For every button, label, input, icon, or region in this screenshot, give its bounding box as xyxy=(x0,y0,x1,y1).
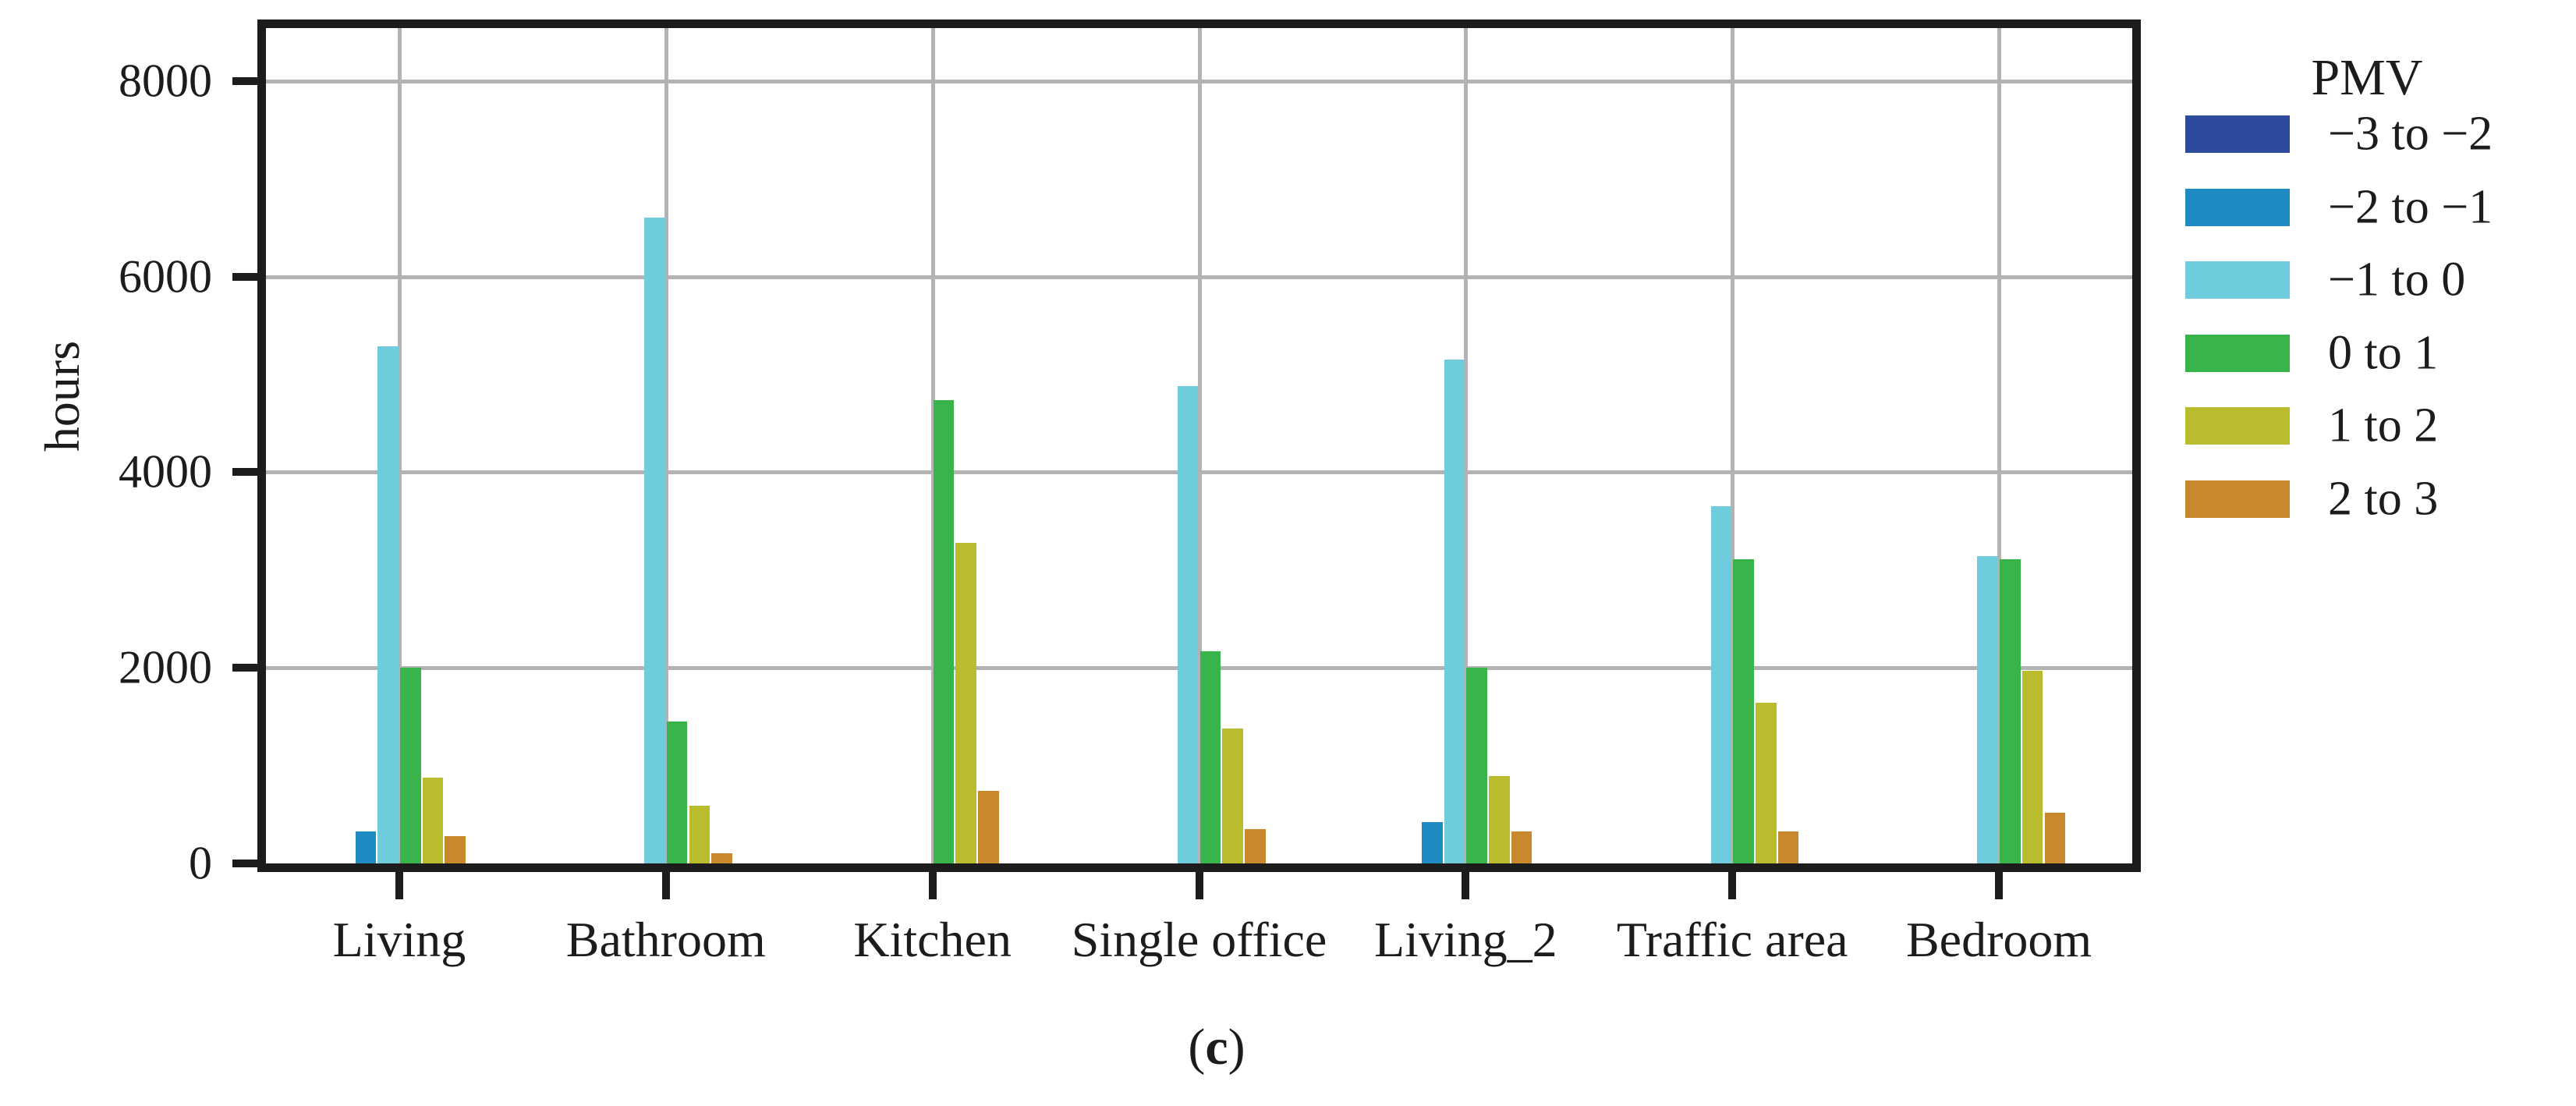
legend-swatch xyxy=(2185,115,2290,153)
legend-label: 0 to 1 xyxy=(2328,326,2439,379)
x-tick-mark xyxy=(1195,872,1203,899)
bar xyxy=(1977,556,1999,863)
x-tick-label: Living_2 xyxy=(1374,912,1557,967)
bar xyxy=(933,400,955,863)
bar xyxy=(1244,829,1266,863)
bar xyxy=(689,806,710,863)
bar xyxy=(1421,822,1443,863)
bar xyxy=(1733,559,1754,863)
y-tick-label: 6000 xyxy=(119,250,212,303)
bar xyxy=(2021,671,2043,863)
y-tick-label: 8000 xyxy=(119,55,212,107)
legend-swatch xyxy=(2185,334,2290,372)
legend-swatch xyxy=(2185,188,2290,226)
bar xyxy=(644,218,665,863)
y-tick-label: 0 xyxy=(189,837,212,889)
bar xyxy=(399,668,421,863)
x-tick-mark xyxy=(661,872,670,899)
bar xyxy=(355,831,377,863)
bar xyxy=(1177,386,1199,863)
x-tick-mark xyxy=(395,872,403,899)
legend-label: −3 to −2 xyxy=(2328,107,2493,161)
legend-label: −1 to 0 xyxy=(2328,253,2466,307)
bar xyxy=(666,721,688,863)
y-tick-mark xyxy=(232,272,257,281)
x-gridline xyxy=(397,28,402,863)
y-tick-mark xyxy=(232,860,257,867)
x-gridline xyxy=(1197,28,1202,863)
bar xyxy=(377,346,399,863)
y-tick-mark xyxy=(232,468,257,477)
x-tick-label: Bedroom xyxy=(1905,912,2092,967)
bar xyxy=(1199,651,1221,863)
x-tick-label: Single office xyxy=(1071,912,1327,967)
x-tick-label: Traffic area xyxy=(1616,912,1848,967)
legend-label: −2 to −1 xyxy=(2328,180,2493,233)
x-gridline xyxy=(664,28,668,863)
bar xyxy=(2044,813,2066,863)
y-tick-label: 2000 xyxy=(119,641,212,693)
bar xyxy=(1511,831,1532,863)
x-tick-mark xyxy=(928,872,937,899)
caption-letter: c xyxy=(1205,1019,1228,1076)
x-gridline xyxy=(1731,28,1735,863)
bar xyxy=(1710,506,1732,863)
figure-caption: (c) xyxy=(1188,1018,1245,1077)
bar xyxy=(955,543,977,863)
bar xyxy=(711,853,732,863)
x-gridline xyxy=(1464,28,1469,863)
x-tick-mark xyxy=(1462,872,1470,899)
caption-open-paren: ( xyxy=(1188,1019,1206,1076)
bar xyxy=(445,836,466,863)
legend-label: 1 to 2 xyxy=(2328,399,2439,452)
caption-close-paren: ) xyxy=(1228,1019,1245,1076)
legend-swatch xyxy=(2185,261,2290,299)
bar xyxy=(1777,831,1799,863)
legend-swatch xyxy=(2185,407,2290,445)
y-tick-label: 4000 xyxy=(119,445,212,498)
legend-title: PMV xyxy=(2311,49,2423,106)
bar xyxy=(2000,559,2021,863)
x-tick-label: Bathroom xyxy=(565,912,766,967)
x-gridline xyxy=(1997,28,2002,863)
bar xyxy=(1755,703,1777,863)
bar xyxy=(1466,668,1488,863)
x-tick-mark xyxy=(1995,872,2004,899)
x-gridline xyxy=(930,28,935,863)
bar xyxy=(978,791,999,863)
legend-label: 2 to 3 xyxy=(2328,472,2439,525)
x-tick-label: Kitchen xyxy=(853,912,1012,967)
bar xyxy=(1222,728,1243,863)
legend-swatch xyxy=(2185,480,2290,518)
x-tick-label: Living xyxy=(332,912,466,967)
y-tick-mark xyxy=(232,664,257,672)
plot-area xyxy=(257,19,2141,872)
bar xyxy=(1489,776,1510,863)
y-tick-mark xyxy=(232,76,257,85)
bar xyxy=(422,778,444,863)
x-tick-mark xyxy=(1728,872,1737,899)
bar xyxy=(1444,360,1465,863)
